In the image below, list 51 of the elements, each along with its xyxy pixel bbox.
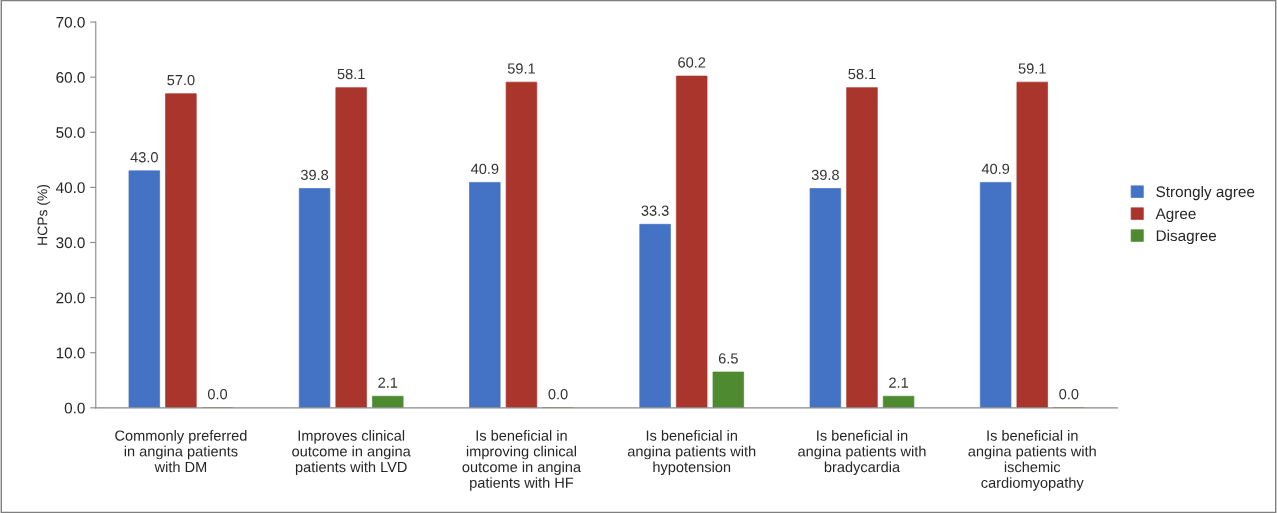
text: 57.0 <box>167 74 195 86</box>
text: 39.8 <box>300 169 329 181</box>
legend-label: Strongly agree <box>1156 185 1255 201</box>
y-tick-label: 20.0 <box>56 292 85 304</box>
x-tick-label: Improves clinical outcome in angina patients with LVD <box>292 430 411 476</box>
bar <box>372 395 404 408</box>
legend-label: Agree <box>1155 208 1196 223</box>
x-tick-label: Is beneficial in improving clinical outcome in angina patients with HF <box>462 430 582 491</box>
y-tick-label: 10.0 <box>56 347 85 359</box>
y-tick-label: 0.0 <box>64 402 85 414</box>
bar <box>676 75 708 408</box>
text: 58.1 <box>848 68 876 80</box>
y-tick-label: 40.0 <box>55 182 85 194</box>
y-tick-label: 70.0 <box>56 16 85 28</box>
bar <box>809 188 842 408</box>
bar <box>639 223 671 408</box>
y-tick-label: 60.0 <box>56 72 85 83</box>
text: 59.1 <box>1018 63 1046 74</box>
text: 2.1 <box>378 377 398 388</box>
bar <box>979 182 1012 408</box>
y-tick-label: 30.0 <box>56 237 85 249</box>
bar <box>128 170 160 408</box>
text: 43.0 <box>130 152 158 163</box>
bar <box>882 395 915 408</box>
text: 40.9 <box>981 163 1010 174</box>
bar <box>165 93 197 408</box>
bar <box>712 371 744 408</box>
text: 58.1 <box>337 68 365 80</box>
bar <box>505 81 538 408</box>
text: 0.0 <box>548 389 568 400</box>
text: 0.0 <box>1059 389 1079 400</box>
legend-label: Disagree <box>1156 229 1217 245</box>
text: 33.3 <box>641 205 669 216</box>
bar <box>298 188 331 408</box>
text: 40.9 <box>470 163 499 174</box>
text: 59.1 <box>507 63 535 74</box>
text: 0.0 <box>207 389 228 400</box>
text: 39.8 <box>811 169 839 181</box>
bar <box>335 87 367 408</box>
bar <box>846 87 878 408</box>
bar <box>1016 81 1048 408</box>
text: 2.1 <box>889 377 909 388</box>
y-tick-label: 50.0 <box>56 127 85 138</box>
x-tick-label: Is beneficial in angina patients with hypotension <box>627 430 756 476</box>
x-tick-label: Is beneficial in angina patients with ischemic cardiomyopathy <box>968 430 1096 491</box>
text: 60.2 <box>678 57 706 68</box>
y-axis-title: HCPs (%) <box>37 184 51 245</box>
x-tick-label: Is beneficial in angina patients with bradycardia <box>798 430 926 476</box>
bar <box>469 182 501 408</box>
text: 6.5 <box>718 353 738 364</box>
x-tick-label: Commonly preferred in angina patients with DM <box>115 430 247 473</box>
